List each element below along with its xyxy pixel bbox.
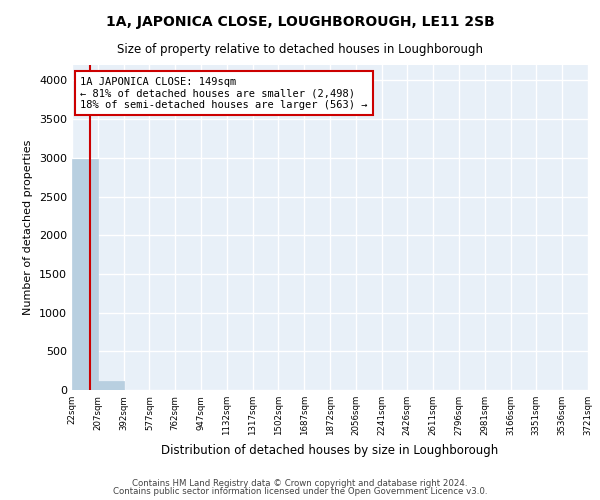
- X-axis label: Distribution of detached houses by size in Loughborough: Distribution of detached houses by size …: [161, 444, 499, 456]
- Text: Size of property relative to detached houses in Loughborough: Size of property relative to detached ho…: [117, 42, 483, 56]
- Text: 1A JAPONICA CLOSE: 149sqm
← 81% of detached houses are smaller (2,498)
18% of se: 1A JAPONICA CLOSE: 149sqm ← 81% of detac…: [80, 76, 368, 110]
- Text: 1A, JAPONICA CLOSE, LOUGHBOROUGH, LE11 2SB: 1A, JAPONICA CLOSE, LOUGHBOROUGH, LE11 2…: [106, 15, 494, 29]
- Bar: [98, 380, 124, 390]
- Text: Contains public sector information licensed under the Open Government Licence v3: Contains public sector information licen…: [113, 487, 487, 496]
- Text: Contains HM Land Registry data © Crown copyright and database right 2024.: Contains HM Land Registry data © Crown c…: [132, 478, 468, 488]
- Y-axis label: Number of detached properties: Number of detached properties: [23, 140, 34, 315]
- Bar: [72, 160, 98, 390]
